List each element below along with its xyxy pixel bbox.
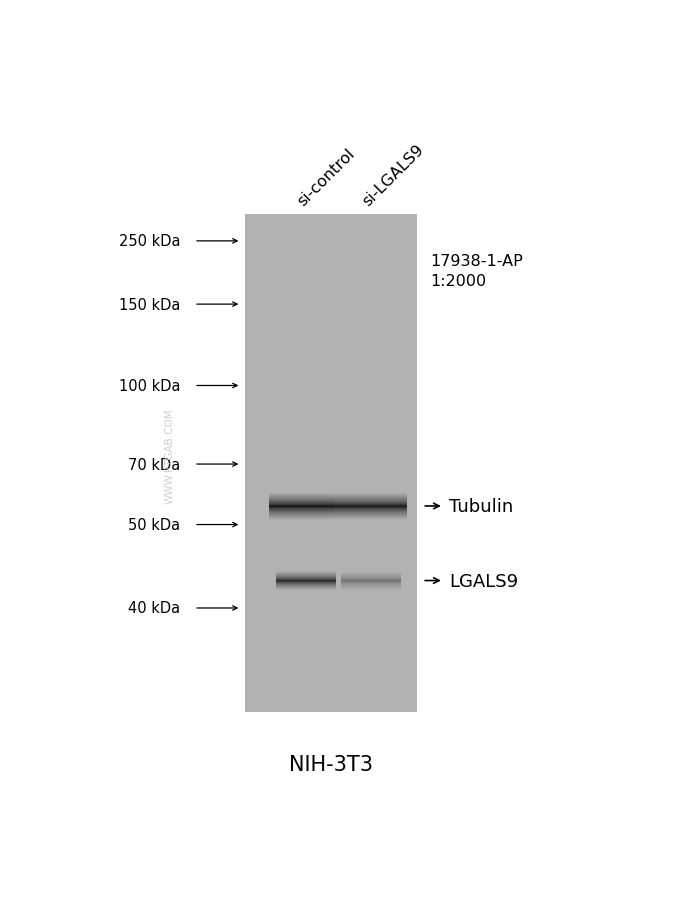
Text: 100 kDa: 100 kDa — [119, 379, 181, 393]
Text: 70 kDa: 70 kDa — [128, 457, 181, 472]
Text: 250 kDa: 250 kDa — [119, 235, 181, 249]
Text: WWW.PTGAB.COM: WWW.PTGAB.COM — [165, 408, 175, 503]
Text: 40 kDa: 40 kDa — [128, 601, 181, 616]
Text: 50 kDa: 50 kDa — [128, 518, 181, 532]
Text: LGALS9: LGALS9 — [449, 572, 518, 590]
Text: Tubulin: Tubulin — [449, 497, 514, 515]
Text: si-control: si-control — [295, 146, 358, 209]
Text: 150 kDa: 150 kDa — [119, 298, 181, 312]
Text: si-LGALS9: si-LGALS9 — [360, 142, 427, 209]
Text: NIH-3T3: NIH-3T3 — [289, 755, 373, 775]
Text: 17938-1-AP
1:2000: 17938-1-AP 1:2000 — [430, 254, 523, 289]
